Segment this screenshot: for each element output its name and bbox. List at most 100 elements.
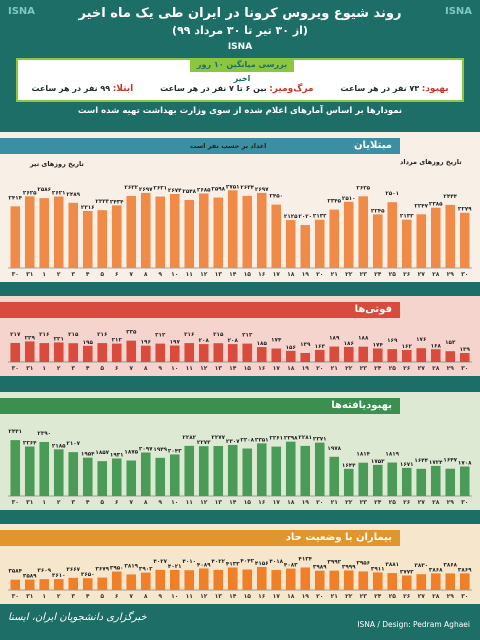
cases-data-label: ۲۵۹۸ bbox=[211, 187, 225, 193]
summary-deaths-key: مرگ‌ومیر: bbox=[269, 84, 314, 94]
deaths-data-label: ۱۵۶ bbox=[286, 345, 296, 351]
recovered-tick-label: ۲۹ bbox=[447, 499, 455, 506]
recovered-tick-label: ۱۲ bbox=[200, 499, 208, 506]
deaths-bar bbox=[445, 351, 456, 362]
deaths-data-label: ۲۱۵ bbox=[68, 332, 79, 338]
cases-data-label: ۲۲۷۹ bbox=[458, 207, 472, 213]
recovered-bar bbox=[256, 443, 267, 496]
cases-bar bbox=[68, 202, 79, 268]
critical-bar bbox=[227, 567, 238, 590]
deaths-data-label: ۲۱۲ bbox=[155, 333, 166, 339]
critical-tick-label: ۱۰ bbox=[171, 593, 178, 600]
deaths-data-label: ۲۱۶ bbox=[184, 332, 194, 338]
deaths-bar bbox=[314, 349, 325, 362]
critical-panel-title: بیماران با وضعیت حاد bbox=[0, 530, 400, 546]
critical-data-label: ۴۱۳۳ bbox=[226, 561, 240, 567]
critical-bar bbox=[155, 569, 166, 590]
deaths-data-label: ۲۳۵ bbox=[126, 330, 137, 336]
deaths-tick-label: ۲۹ bbox=[447, 365, 455, 372]
deaths-bar bbox=[198, 344, 209, 362]
cases-tick-label: ۲۳ bbox=[360, 271, 368, 278]
cases-data-label: ۲۴۳۴ bbox=[110, 199, 124, 205]
cases-chart: ۲۴۱۴۳۰۲۶۲۵۳۱۲۵۸۶۱۲۶۲۱۲۲۴۸۹۳۲۳۱۶۴۲۳۳۳۵۲۴۳… bbox=[8, 184, 472, 278]
critical-tick-label: ۶ bbox=[115, 593, 119, 600]
recovered-bar bbox=[198, 446, 209, 496]
critical-data-label: ۳۸۸۱ bbox=[385, 562, 399, 568]
deaths-bar bbox=[184, 343, 195, 362]
deaths-tick-label: ۱۵ bbox=[244, 365, 252, 372]
recovered-tick-label: ۲۶ bbox=[403, 499, 411, 506]
cases-tick-label: ۶ bbox=[115, 271, 119, 278]
cases-bar bbox=[198, 193, 209, 268]
recovered-tick-label: ۹ bbox=[158, 499, 162, 506]
critical-bar bbox=[459, 573, 470, 590]
critical-data-label: ۴۰۲۲ bbox=[211, 559, 225, 565]
critical-tick-label: ۳۰ bbox=[461, 593, 468, 600]
recovered-tick-label: ۲۸ bbox=[432, 499, 440, 506]
deaths-tick-label: ۲۲ bbox=[345, 365, 353, 372]
deaths-bar bbox=[155, 343, 166, 362]
cases-bar bbox=[343, 201, 354, 268]
summary-cases-key: ابتلا: bbox=[112, 84, 134, 94]
annotation-tir: تاریخ روزهای تیر bbox=[30, 160, 84, 168]
deaths-data-label: ۲۲۹ bbox=[25, 335, 36, 341]
recovered-data-label: ۱۸۱۴ bbox=[356, 452, 370, 458]
isna-logo: ISNA bbox=[216, 40, 264, 54]
deaths-data-label: ۱۶۳ bbox=[315, 344, 326, 350]
recovered-bar bbox=[53, 449, 64, 496]
deaths-tick-label: ۱۰ bbox=[171, 365, 178, 372]
critical-tick-label: ۸ bbox=[144, 593, 148, 600]
deaths-tick-label: ۲۸ bbox=[432, 365, 440, 372]
cases-tick-label: ۱۱ bbox=[186, 271, 193, 278]
cases-bar bbox=[111, 205, 122, 268]
recovered-tick-label: ۱۸ bbox=[287, 499, 295, 506]
critical-bar bbox=[416, 574, 427, 590]
cases-tick-label: ۱۵ bbox=[244, 271, 252, 278]
recovered-tick-label: ۲۲ bbox=[345, 499, 353, 506]
deaths-bar bbox=[82, 345, 93, 362]
critical-bar bbox=[372, 572, 383, 590]
critical-tick-label: ۳۱ bbox=[26, 593, 33, 600]
deaths-data-label: ۱۹۷ bbox=[170, 340, 181, 346]
critical-tick-label: ۱۴ bbox=[229, 593, 237, 600]
deaths-bar bbox=[68, 343, 79, 362]
cases-bar bbox=[10, 206, 21, 268]
recovered-data-label: ۲۳۵۱ bbox=[255, 437, 269, 443]
summary-recovered-key: بهبود: bbox=[421, 84, 449, 94]
cases-data-label: ۲۵۸۶ bbox=[37, 187, 51, 193]
cases-tick-label: ۲۰ bbox=[316, 271, 323, 278]
cases-bar bbox=[271, 204, 282, 268]
recovered-data-label: ۲۲۸۱ bbox=[298, 435, 312, 441]
recovered-tick-label: ۲۷ bbox=[418, 499, 426, 506]
cases-data-label: ۲۲۴۵ bbox=[371, 208, 385, 214]
critical-bar bbox=[314, 570, 325, 590]
recovered-tick-label: ۳۱ bbox=[26, 499, 33, 506]
cases-data-label: ۲۳۸۵ bbox=[429, 202, 443, 208]
cases-data-label: ۲۵۱۰ bbox=[342, 196, 356, 202]
cases-tick-label: ۲۵ bbox=[389, 271, 397, 278]
critical-bar bbox=[430, 573, 441, 590]
cases-tick-label: ۱۷ bbox=[273, 271, 281, 278]
cases-tick-label: ۱۹ bbox=[302, 271, 310, 278]
recovered-bar bbox=[329, 456, 340, 496]
cases-data-label: ۲۶۳۴ bbox=[240, 185, 254, 191]
cases-tick-label: ۳ bbox=[71, 271, 75, 278]
recovered-bar bbox=[343, 468, 354, 496]
critical-data-label: ۳۸۱۹ bbox=[124, 563, 138, 569]
cases-tick-label: ۱۰ bbox=[171, 271, 178, 278]
cases-data-label: ۲۴۴۴ bbox=[443, 194, 457, 200]
deaths-panel-title: فوتی‌ها bbox=[0, 302, 400, 318]
deaths-bar bbox=[300, 352, 311, 362]
deaths-bar bbox=[358, 346, 369, 362]
recovered-bar bbox=[401, 467, 412, 496]
deaths-data-label: ۱۳۹ bbox=[460, 347, 471, 353]
critical-panel: بیماران با وضعیت حاد ۳۵۸۴ ۳۰ ۳۵۸۹ ۳۱ ۳۶۰۹ ۱ ۳۶… bbox=[0, 524, 480, 604]
deaths-panel: فوتی‌ها ۲۱۷ ۳۰ ۲۲۹ ۳۱ ۲۱۶ ۱ ۲۲۱ ۲ ۲۱۵ ۳ ۱۹۵ ۴ ۲۱۶ ۵ ۲۱… bbox=[0, 296, 480, 376]
cases-tick-label: ۲۹ bbox=[447, 271, 455, 278]
deaths-bar bbox=[242, 343, 253, 362]
recovered-tick-label: ۱۵ bbox=[244, 499, 252, 506]
recovered-tick-label: ۸ bbox=[144, 499, 148, 506]
recovered-bar bbox=[97, 461, 108, 496]
recovered-data-label: ۲۲۶۱ bbox=[269, 436, 283, 442]
critical-data-label: ۳۶۵۰ bbox=[81, 572, 95, 578]
